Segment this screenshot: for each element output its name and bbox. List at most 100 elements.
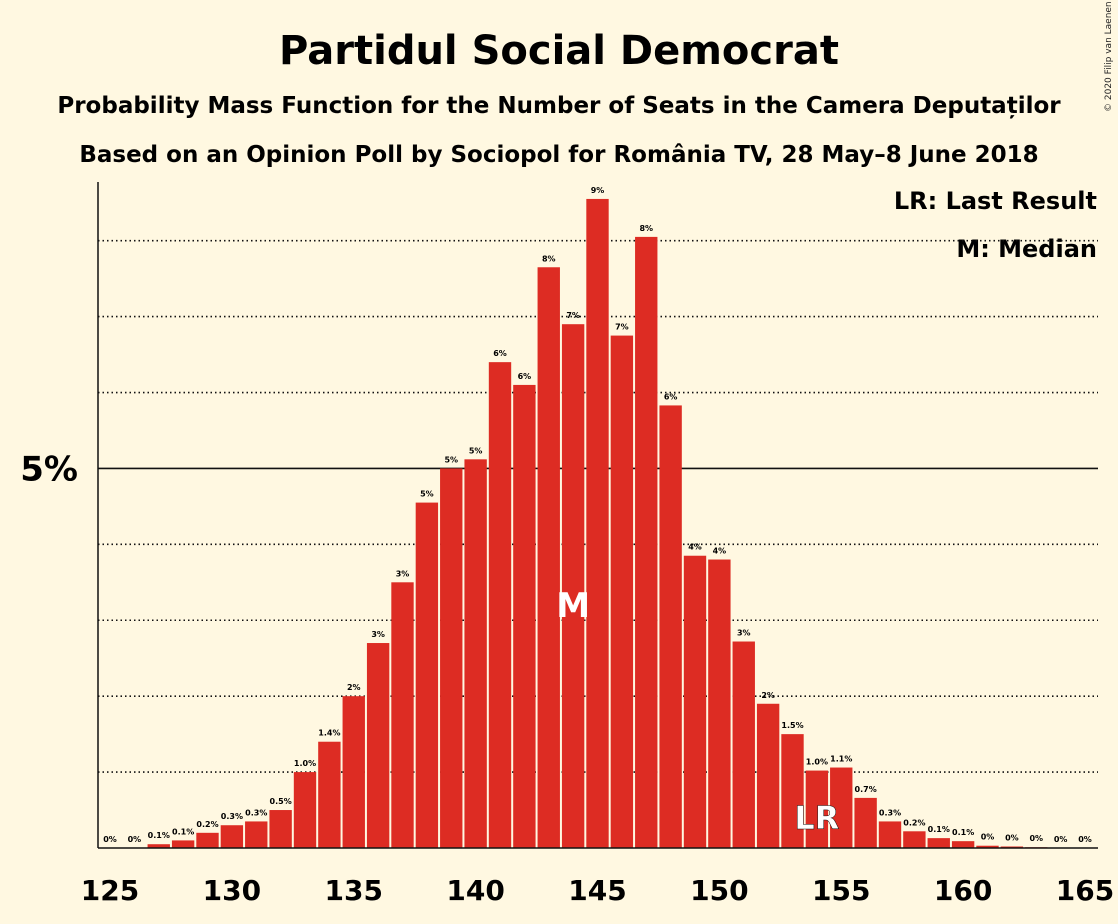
bar — [245, 821, 268, 848]
y-tick-labels: 5% — [20, 449, 78, 489]
data-label: 1.0% — [806, 758, 828, 767]
bar — [732, 641, 755, 848]
data-label: 6% — [518, 372, 532, 381]
x-tick-label: 125 — [81, 874, 139, 907]
x-tick-label: 140 — [446, 874, 504, 907]
legend-median: M: Median — [956, 235, 1097, 263]
data-label: 0% — [981, 833, 995, 842]
bar — [610, 335, 634, 848]
y-tick-label: 5% — [20, 449, 78, 489]
data-label: 0.7% — [855, 785, 877, 794]
bar — [976, 845, 999, 848]
data-label: 0.3% — [221, 812, 243, 821]
bar — [147, 844, 170, 848]
bar — [513, 384, 536, 848]
data-label: 0.1% — [148, 831, 170, 840]
bar — [854, 797, 877, 848]
bars — [147, 198, 1048, 849]
data-label: 6% — [664, 392, 678, 401]
x-tick-labels: 125 130 135 140 145 150 155 160 165 — [81, 874, 1114, 907]
data-label: 6% — [493, 349, 507, 358]
median-marker: M — [556, 586, 590, 626]
bar — [927, 838, 950, 848]
markers: M LR — [556, 586, 839, 837]
bar — [318, 741, 341, 848]
bar — [781, 734, 804, 848]
bar — [951, 841, 975, 848]
bar — [1000, 846, 1024, 848]
data-label: 0% — [1078, 835, 1092, 844]
bar — [220, 825, 244, 848]
bar — [342, 696, 365, 848]
data-label: 9% — [591, 186, 605, 195]
bar — [708, 559, 731, 848]
data-label: 0% — [128, 835, 142, 844]
bar — [659, 405, 682, 848]
data-label: 1.0% — [294, 759, 316, 768]
data-label: 3% — [396, 569, 410, 578]
bar — [586, 198, 609, 848]
bar — [415, 502, 439, 848]
data-label: 1.4% — [318, 729, 340, 738]
bar — [171, 840, 195, 848]
data-label: 0.3% — [245, 808, 267, 817]
chart-subtitle-1: Probability Mass Function for the Number… — [57, 93, 1061, 119]
data-label: 3% — [371, 630, 385, 639]
chart-subtitle-2: Based on an Opinion Poll by Sociopol for… — [79, 142, 1038, 168]
x-tick-label: 130 — [203, 874, 261, 907]
data-labels: 0% 0% 0.1% 0.1%0.2%0.3% 0.3%0.5%1.0%1.4%2%3%… — [103, 186, 1092, 844]
bar — [878, 821, 902, 848]
data-label: 0.1% — [952, 828, 974, 837]
data-label: 5% — [420, 490, 434, 499]
data-label: 0.5% — [270, 797, 292, 806]
data-label: 0.3% — [879, 808, 901, 817]
data-label: 5% — [444, 455, 458, 464]
bar — [683, 555, 707, 848]
x-tick-label: 165 — [1056, 874, 1114, 907]
bar — [561, 324, 585, 848]
legend-last-result: LR: Last Result — [894, 187, 1097, 215]
bar — [293, 772, 317, 848]
x-tick-label: 135 — [325, 874, 383, 907]
data-label: 8% — [542, 254, 556, 263]
chart-title: Partidul Social Democrat — [279, 28, 839, 74]
bar — [903, 831, 926, 848]
bar — [635, 236, 658, 849]
copyright-notice: © 2020 Filip van Laenen — [1104, 1, 1114, 112]
bar — [488, 362, 512, 848]
data-label: 0% — [103, 835, 117, 844]
data-label: 0% — [1054, 835, 1068, 844]
data-label: 0.2% — [196, 820, 218, 829]
data-label: 2% — [347, 683, 361, 692]
data-label: 8% — [639, 224, 653, 233]
bar — [196, 832, 219, 848]
data-label: 5% — [469, 446, 483, 455]
bar — [830, 767, 853, 848]
data-label: 4% — [688, 543, 702, 552]
x-tick-label: 150 — [690, 874, 748, 907]
bar — [269, 810, 292, 848]
bar — [805, 770, 829, 848]
bar — [440, 468, 463, 848]
data-label: 0.2% — [903, 818, 925, 827]
bar — [537, 267, 560, 848]
bar — [391, 582, 414, 848]
last-result-marker: LR — [794, 799, 839, 837]
data-label: 2% — [761, 691, 775, 700]
data-label: 1.1% — [830, 755, 852, 764]
data-label: 0% — [1029, 834, 1043, 843]
data-label: 0.1% — [928, 825, 950, 834]
data-label: 7% — [566, 311, 580, 320]
data-label: 3% — [737, 629, 751, 638]
x-tick-label: 145 — [568, 874, 626, 907]
bar — [464, 459, 487, 848]
data-label: 0% — [1005, 833, 1019, 842]
bar — [756, 703, 780, 848]
data-label: 1.5% — [781, 721, 803, 730]
data-label: 0.1% — [172, 827, 194, 836]
data-label: 7% — [615, 323, 629, 332]
data-label: 4% — [713, 547, 727, 556]
bar — [366, 643, 390, 848]
x-tick-label: 160 — [934, 874, 992, 907]
